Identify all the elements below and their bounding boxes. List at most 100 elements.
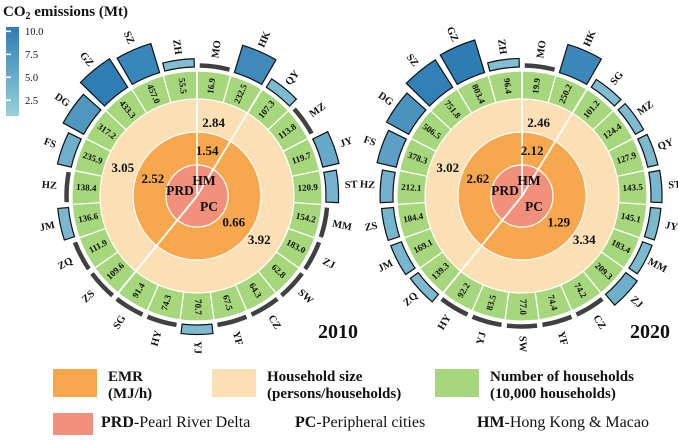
households-value-MM: 154.2 xyxy=(295,211,317,225)
city-label-FS: FS xyxy=(362,135,377,150)
co2-bar-MZ xyxy=(617,102,645,136)
year-label-2010: 2010 xyxy=(318,321,358,343)
segment-divider xyxy=(72,201,101,206)
segment-divider xyxy=(613,227,641,239)
hm-abbr: HM xyxy=(477,414,505,431)
group-code-PC: PC xyxy=(525,199,543,214)
household-size-value-PRD: 3.05 xyxy=(111,160,134,175)
co2-dark-arc-MO xyxy=(524,63,556,72)
legend-hm: HM-Hong Kong & Macao xyxy=(477,414,649,432)
households-value-HZ: 138.4 xyxy=(76,182,97,193)
legend-emr-line2: (MJ/h) xyxy=(108,386,153,402)
city-label-JY: JY xyxy=(339,135,355,150)
co2-bar-GZ xyxy=(439,39,486,86)
segment-divider xyxy=(534,292,540,320)
co2-dark-arc-SW xyxy=(279,272,304,298)
city-label-MZ: MZ xyxy=(636,99,656,118)
city-label-MO: MO xyxy=(210,40,223,59)
co2-dark-arc-YF xyxy=(217,314,248,328)
segment-divider xyxy=(131,88,148,114)
segment-divider xyxy=(582,270,602,294)
segment-divider xyxy=(618,201,647,206)
city-label-QY: QY xyxy=(656,137,675,153)
legend-prd: PRD-Pearl River Delta xyxy=(101,414,250,432)
emr-value-PRD: 2.62 xyxy=(466,171,489,186)
city-label-SW: SW xyxy=(296,287,316,307)
segment-divider xyxy=(293,201,322,206)
segment-divider xyxy=(282,137,309,152)
co2-dark-arc-HY xyxy=(146,314,177,328)
group-divider xyxy=(117,195,198,294)
city-label-YF: YF xyxy=(555,330,569,346)
households-value-ZS: 184.4 xyxy=(402,211,424,225)
prd-abbr: PRD xyxy=(101,414,134,431)
city-label-HK: HK xyxy=(582,28,599,48)
co2-bar-SG xyxy=(590,78,622,107)
co2-dark-arc-YF xyxy=(542,314,573,328)
colorbar-title: CO2 emissions (Mt) xyxy=(3,4,128,22)
co2-dark-arc-CZ xyxy=(575,297,604,317)
segment-divider xyxy=(235,284,248,311)
household-size-value-PC: 3.34 xyxy=(573,232,596,247)
group-divider xyxy=(196,88,263,197)
city-label-HY: HY xyxy=(150,329,165,348)
colorbar-tick-label: 5.0 xyxy=(25,73,38,84)
city-label-YF: YF xyxy=(230,330,244,346)
segment-divider xyxy=(209,292,215,320)
co2-bar-JM xyxy=(57,206,76,241)
households-value-YJ: 83.5 xyxy=(484,293,498,311)
co2-bar-ZS xyxy=(380,206,401,242)
segment-divider xyxy=(547,75,557,103)
co2-bar-ZH xyxy=(486,57,520,72)
city-label-ZQ: ZQ xyxy=(56,256,75,273)
legend-hhsize-line2: (persons/households) xyxy=(267,386,402,402)
households-value-MO: 19.9 xyxy=(530,77,542,94)
colorbar-tick-mark xyxy=(6,30,11,33)
co2-dark-arc-ZQ xyxy=(72,241,91,271)
city-label-ST: ST xyxy=(344,179,358,191)
co2-bar-ST xyxy=(323,169,340,204)
segment-divider xyxy=(410,137,437,152)
city-label-GZ: GZ xyxy=(444,25,460,43)
emr-value-PC: 1.29 xyxy=(547,215,570,230)
households-value-JY: 145.1 xyxy=(620,211,642,225)
segment-divider xyxy=(592,110,614,131)
city-label-MZ: MZ xyxy=(308,101,328,120)
households-value-JM: 136.6 xyxy=(77,211,99,225)
co2-bar-FS xyxy=(376,129,408,168)
co2-dark-arc-ZS xyxy=(90,272,115,298)
households-value-SW: 77.0 xyxy=(518,299,528,315)
city-label-SW: SW xyxy=(517,336,528,353)
colorbar-tick-label: 7.5 xyxy=(25,50,38,61)
city-label-ZJ: ZJ xyxy=(628,294,644,310)
co2-dark-arc-CZ xyxy=(250,297,279,317)
co2-bar-JY xyxy=(311,130,340,168)
legend-pc: PC-Peripheral cities xyxy=(295,414,425,432)
legend-emr-line1: EMR xyxy=(108,369,143,385)
city-label-YJ: YJ xyxy=(192,341,203,354)
household-size-value-PC: 3.92 xyxy=(248,232,271,247)
city-label-HZ: HZ xyxy=(360,179,376,191)
households-value-MO: 16.9 xyxy=(205,77,217,94)
city-label-CZ: CZ xyxy=(265,313,282,331)
segment-divider xyxy=(257,270,277,294)
colorbar-tick-mark xyxy=(6,76,11,79)
co2-bar-GZ xyxy=(79,57,129,107)
city-label-ZH: ZH xyxy=(170,39,183,56)
co2-dark-arc-ZJ xyxy=(303,241,322,271)
household-size-swatch xyxy=(212,369,256,397)
group-divider xyxy=(442,195,523,294)
household-size-value-HM: 2.84 xyxy=(202,115,225,130)
segment-divider xyxy=(291,169,320,177)
segment-divider xyxy=(179,292,185,320)
co2-bar-SZ xyxy=(116,42,161,86)
city-label-ZH: ZH xyxy=(495,39,508,56)
segment-divider xyxy=(600,251,625,269)
segment-divider xyxy=(471,284,484,311)
co2-bar-MM xyxy=(628,240,653,275)
colorbar-tick-mark xyxy=(6,53,11,56)
year-label-2020: 2020 xyxy=(630,321,670,343)
pc-abbr: PC xyxy=(295,414,317,431)
